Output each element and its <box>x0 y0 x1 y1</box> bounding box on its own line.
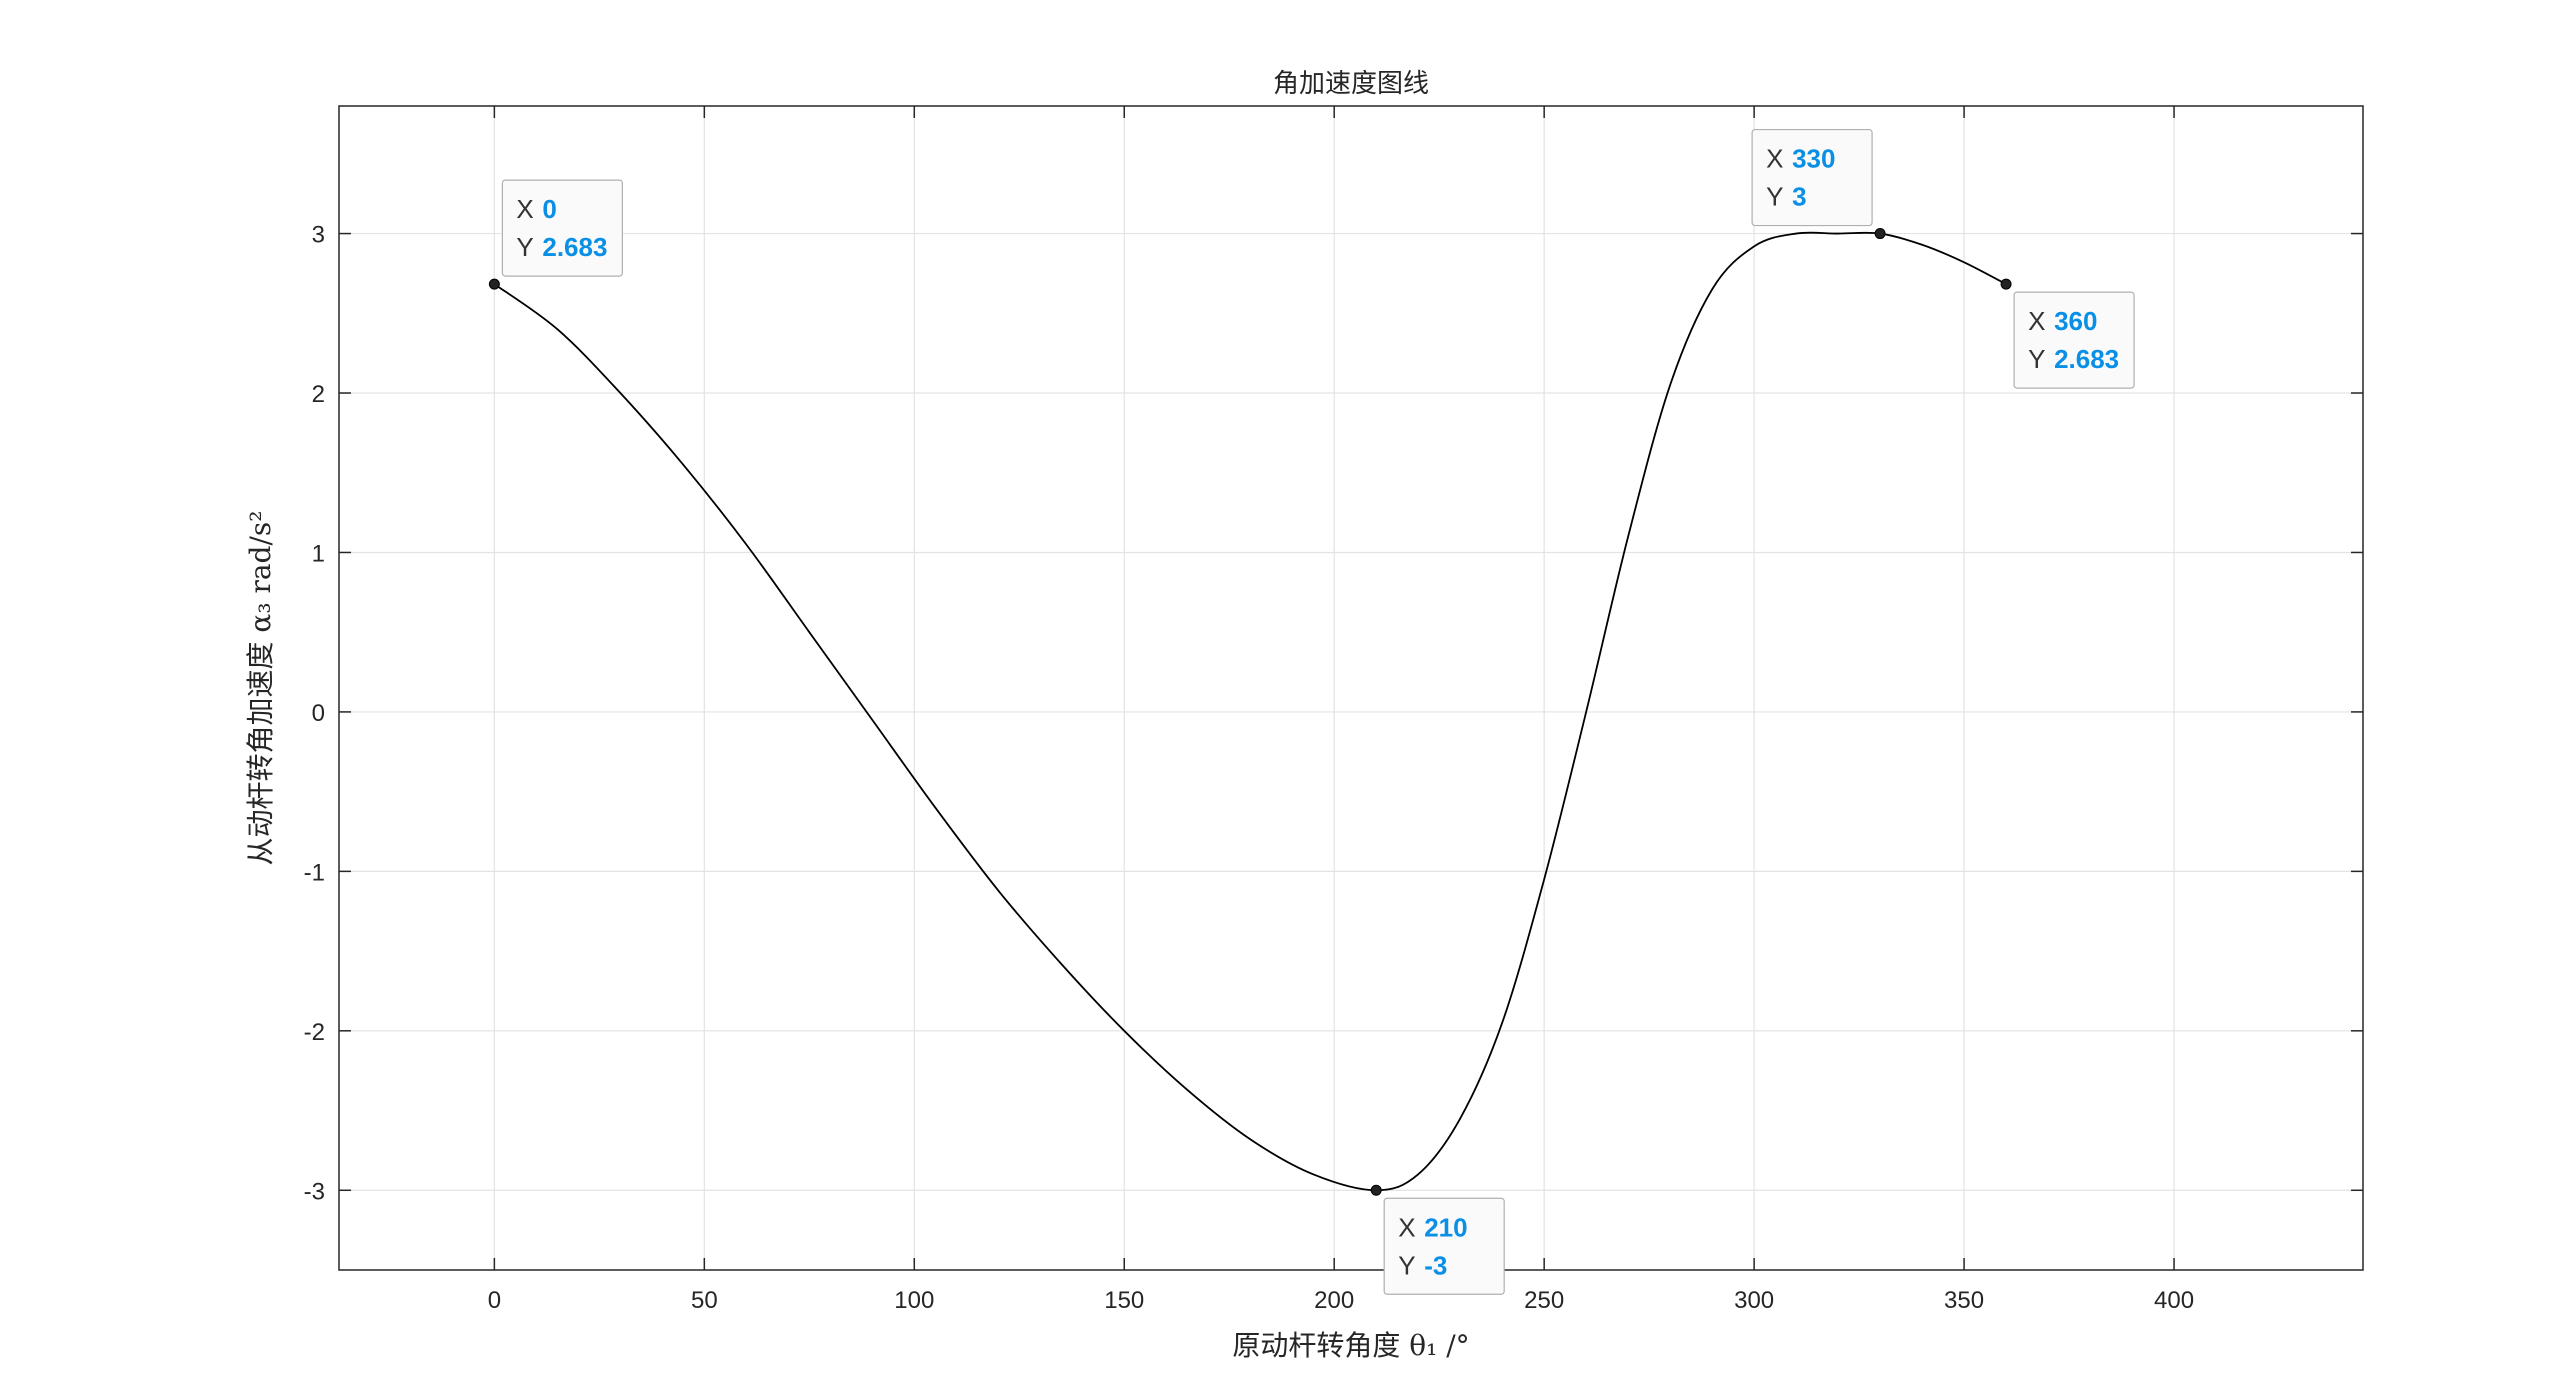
y-tick-label: -2 <box>304 1019 325 1046</box>
x-tick-label: 250 <box>1524 1287 1564 1314</box>
datatip-x-value: 0 <box>542 194 556 224</box>
datatip-y-key: Y <box>2028 344 2045 374</box>
y-axis-label: 从动杆转角加速度 α₃ rad/s² <box>244 511 277 866</box>
datatip-box <box>501 179 623 277</box>
datatip-x-key: X <box>1398 1212 1415 1242</box>
datatip-box <box>1751 128 1873 227</box>
datatip: X 0Y 2.683 <box>488 179 623 290</box>
series-line <box>493 231 2007 1192</box>
datatip: X 360 Y 2.683 <box>2000 278 2135 389</box>
datatip-y-key: Y <box>1398 1250 1415 1280</box>
datatip-y-key: Y <box>516 232 533 262</box>
datatip-marker <box>1370 1184 1382 1196</box>
datatip-marker <box>1874 228 1886 240</box>
datatip-box <box>1383 1197 1505 1295</box>
x-tick-label: 100 <box>894 1287 934 1314</box>
x-tick-label: 50 <box>691 1287 718 1314</box>
datatip-box <box>2013 291 2135 389</box>
y-tick-label: -3 <box>304 1178 325 1205</box>
y-tick-labels: -3 -2 -1 0 1 2 3 <box>304 222 325 1206</box>
datatip-x-value: 330 <box>1792 144 1835 174</box>
datatip-marker <box>2000 278 2012 290</box>
x-tick-label: 400 <box>2154 1287 2194 1314</box>
datatip-x-value: 210 <box>1424 1212 1467 1242</box>
datatip-x-value: 360 <box>2054 306 2097 336</box>
x-tick-label: 200 <box>1314 1287 1354 1314</box>
x-tick-label: 350 <box>1944 1287 1984 1314</box>
x-tick-label: 300 <box>1734 1287 1774 1314</box>
datatip-x-key: X <box>516 194 533 224</box>
y-tick-label: -1 <box>304 859 325 886</box>
x-axis-label: 原动杆转角度 θ₁ /° <box>1232 1329 1469 1362</box>
datatip-x-key: X <box>2028 306 2045 336</box>
datatip-x-key: X <box>1766 144 1783 174</box>
datatip-y-value: 2.683 <box>2054 344 2119 374</box>
datatip: X 330 Y 3 <box>1751 128 1886 240</box>
y-tick-label: 0 <box>312 700 325 727</box>
axis-ticks <box>339 106 2363 1270</box>
plot-area-frame <box>338 105 2364 1271</box>
datatip-y-value: -3 <box>1424 1250 1447 1280</box>
datatip: X 210 Y -3 <box>1370 1184 1505 1295</box>
x-tick-labels: 0 50 100 150 200 250 300 350 400 <box>488 1287 2194 1314</box>
datatip-y-key: Y <box>1766 182 1783 212</box>
datatip-y-value: 2.683 <box>542 232 607 262</box>
datatip-y-value: 3 <box>1792 182 1806 212</box>
x-tick-label: 0 <box>488 1287 501 1314</box>
x-tick-label: 150 <box>1104 1287 1144 1314</box>
y-tick-label: 1 <box>312 540 325 567</box>
y-tick-label: 3 <box>312 222 325 249</box>
chart-title: 角加速度图线 <box>1273 69 1429 99</box>
datatip-marker <box>488 278 500 290</box>
grid <box>339 106 2363 1270</box>
y-tick-label: 2 <box>312 381 325 408</box>
